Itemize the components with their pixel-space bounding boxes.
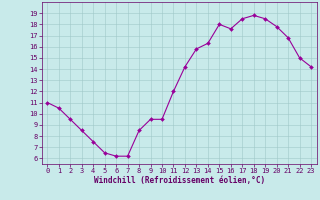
X-axis label: Windchill (Refroidissement éolien,°C): Windchill (Refroidissement éolien,°C) [94,176,265,185]
